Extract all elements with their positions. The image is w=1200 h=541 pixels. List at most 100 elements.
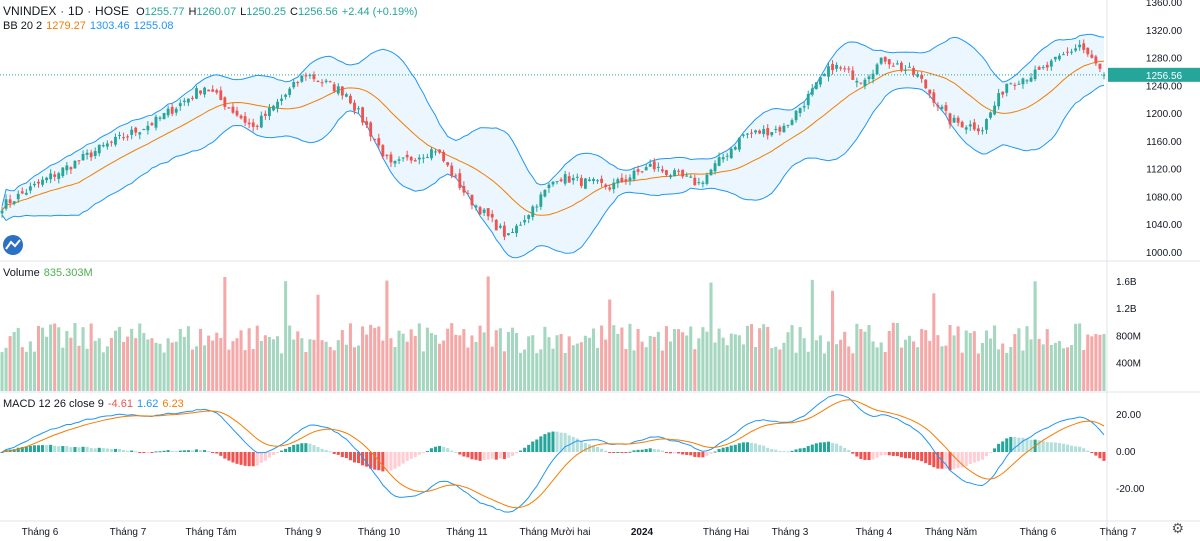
macd-hist-bar — [551, 431, 555, 452]
volume-bar — [198, 328, 203, 391]
candle-body — [883, 56, 887, 62]
candle-body — [847, 68, 851, 70]
change-value: +2.44 (+0.19%) — [341, 6, 418, 18]
tradingview-logo-icon[interactable] — [3, 235, 23, 255]
volume-bar — [936, 335, 940, 391]
candle-body — [328, 81, 332, 83]
macd-hist-bar — [53, 445, 57, 452]
macd-hist-bar — [458, 452, 462, 455]
macd-hist-bar — [49, 444, 53, 452]
macd-signal-line — [1, 399, 1105, 509]
candle-body — [733, 147, 737, 150]
macd-hist-bar — [802, 447, 806, 452]
volume-bar — [1065, 347, 1070, 391]
macd-hist-bar — [855, 452, 859, 457]
volume-bar — [316, 294, 320, 391]
volume-bar — [608, 299, 612, 391]
volume-bar — [4, 347, 8, 391]
volume-bar — [348, 323, 352, 391]
macd-hist-bar — [920, 452, 924, 462]
candle-body — [1045, 64, 1049, 68]
macd-hist-bar — [158, 451, 162, 453]
volume-bar — [284, 281, 288, 391]
volume-bar — [883, 352, 887, 391]
macd-legend[interactable]: MACD 12 26 close 9 -4.61 1.62 6.23 — [3, 398, 184, 410]
macd-hist-bar — [535, 439, 539, 452]
macd-hist-bar — [587, 444, 592, 452]
candle-body — [20, 191, 24, 194]
volume-bar — [130, 328, 134, 391]
candle-body — [523, 220, 527, 223]
volume-bar — [203, 345, 207, 391]
candle-body — [693, 177, 697, 186]
bb-lower-line — [1, 84, 1105, 259]
volume-bar — [85, 348, 89, 391]
macd-hist-bar — [97, 447, 101, 452]
candle-body — [466, 193, 470, 195]
macd-hist-bar — [1090, 452, 1094, 453]
volume-bar — [429, 333, 434, 391]
volume-bar — [575, 343, 579, 391]
candle-body — [1074, 48, 1078, 51]
macd-hist-bar — [401, 452, 405, 464]
macd-hist-bar — [263, 452, 267, 461]
volume-bar — [356, 345, 361, 391]
volume-bar — [964, 330, 968, 391]
macd-hist-bar — [713, 451, 717, 453]
candle-body — [871, 73, 875, 80]
candle-body — [936, 105, 940, 107]
volume-bar — [377, 326, 381, 391]
candle-body — [170, 106, 174, 114]
macd-hist-bar — [1001, 441, 1005, 452]
volume-bar — [685, 335, 689, 391]
macd-hist-bar — [433, 446, 438, 452]
volume-bar — [417, 323, 421, 391]
volume-legend[interactable]: Volume 835.303M — [3, 267, 93, 279]
volume-bar — [672, 329, 677, 391]
candle-body — [146, 125, 150, 131]
candle-body — [968, 124, 972, 127]
candle-body — [122, 137, 125, 139]
macd-hist-bar — [754, 443, 758, 452]
candle-body — [336, 86, 340, 94]
macd-hist-bar — [972, 452, 976, 463]
candle-body — [154, 116, 158, 128]
volume-bar — [604, 339, 608, 391]
symbol-name[interactable]: VNINDEX — [3, 4, 57, 18]
volume-bar — [830, 290, 835, 391]
macd-hist-bar — [462, 452, 466, 457]
candle-body — [895, 63, 899, 65]
macd-hist-bar — [130, 450, 134, 452]
candle-body — [818, 77, 822, 85]
volume-bar — [543, 326, 547, 391]
candle-body — [721, 157, 725, 160]
volume-bar — [952, 335, 956, 391]
macd-hist-bar — [648, 448, 652, 452]
candle-body — [507, 233, 510, 236]
candle-body — [413, 160, 417, 162]
macd-hist-bar — [604, 450, 608, 452]
macd-hist-bar — [16, 447, 20, 452]
volume-bar — [1102, 334, 1106, 391]
interval-label[interactable]: 1D — [68, 4, 84, 18]
volume-bar — [320, 340, 324, 391]
candle-body — [134, 127, 138, 133]
candle-body — [701, 182, 705, 185]
candle-body — [417, 157, 421, 160]
macd-hist-bar — [336, 452, 340, 455]
volume-bar — [697, 338, 701, 391]
volume-bar — [81, 327, 85, 391]
macd-hist-bar — [190, 450, 194, 452]
candle-body — [1021, 78, 1025, 85]
macd-hist-bar — [61, 446, 65, 452]
candle-body — [1013, 84, 1017, 86]
volume-bar — [794, 352, 798, 391]
volume-bar — [405, 341, 409, 391]
macd-hist-bar — [89, 448, 93, 452]
settings-gear-icon[interactable]: ⚙ — [1171, 520, 1184, 536]
bb-legend[interactable]: BB 20 2 1279.27 1303.46 1255.08 — [3, 20, 174, 32]
candle-body — [993, 105, 997, 115]
macd-hist-bar — [231, 452, 235, 463]
candle-body — [490, 213, 494, 218]
